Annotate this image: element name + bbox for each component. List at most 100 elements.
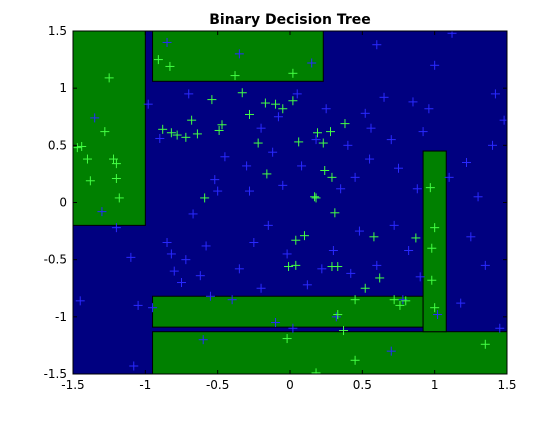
data-point <box>299 231 309 241</box>
data-point <box>415 272 425 282</box>
data-point <box>354 226 364 236</box>
data-point <box>104 73 114 83</box>
data-point <box>256 123 266 133</box>
data-point <box>424 104 434 114</box>
data-point <box>166 128 176 138</box>
data-point <box>114 193 124 203</box>
y-tick-label: -1.5 <box>44 367 67 381</box>
data-point <box>207 95 217 105</box>
decision-region <box>152 30 324 82</box>
x-tick-label: 1 <box>431 378 439 392</box>
data-point <box>408 97 418 107</box>
data-point <box>278 104 288 114</box>
data-point <box>82 154 92 164</box>
data-point <box>386 135 396 145</box>
data-point <box>288 68 298 78</box>
data-point <box>100 127 110 137</box>
data-point <box>162 37 172 47</box>
data-point <box>401 296 411 306</box>
data-point <box>311 135 321 145</box>
data-point <box>292 89 302 99</box>
data-point <box>237 88 247 98</box>
data-point <box>148 303 158 313</box>
y-tick-label: 1 <box>59 81 67 95</box>
data-point <box>372 40 382 50</box>
data-point <box>404 246 414 256</box>
x-tick-label: 1.5 <box>497 378 516 392</box>
data-point <box>317 264 327 274</box>
data-point <box>427 275 437 285</box>
decision-region <box>422 150 447 333</box>
data-point <box>343 140 353 150</box>
data-point <box>227 295 237 305</box>
data-point <box>291 235 301 245</box>
data-point <box>198 335 208 345</box>
x-tick-label: -1 <box>139 378 151 392</box>
data-point <box>166 249 176 259</box>
data-point <box>294 137 304 147</box>
data-point <box>375 273 385 283</box>
data-point <box>499 115 507 125</box>
data-point <box>360 283 370 293</box>
data-point <box>184 89 194 99</box>
data-point <box>111 223 121 233</box>
data-point <box>311 368 321 374</box>
data-point <box>129 361 139 371</box>
data-point <box>372 260 382 270</box>
data-point <box>90 113 100 123</box>
data-point <box>278 180 288 190</box>
data-point <box>253 138 263 148</box>
decision-region <box>72 30 146 226</box>
data-point <box>210 175 220 185</box>
data-point <box>195 271 205 281</box>
data-point <box>302 280 312 290</box>
data-point <box>311 193 321 203</box>
data-point <box>339 326 349 336</box>
data-point <box>307 58 317 68</box>
data-point <box>340 119 350 129</box>
data-point <box>490 89 500 99</box>
data-point <box>244 109 254 119</box>
data-point <box>321 104 331 114</box>
y-tick-label: 0 <box>59 196 67 210</box>
data-point <box>244 186 254 196</box>
chart-title: Binary Decision Tree <box>209 12 371 28</box>
data-point <box>320 165 330 175</box>
data-point <box>284 262 294 272</box>
data-point <box>75 296 85 306</box>
data-point <box>172 130 182 140</box>
data-point <box>394 163 403 173</box>
data-point <box>310 192 320 202</box>
data-point <box>395 300 405 310</box>
data-point <box>444 172 454 182</box>
data-point <box>331 312 341 322</box>
data-point <box>273 112 283 122</box>
axes: -1.5 -1 -0.5 0 0.5 1 1.5 -1.5 -1 -0.5 0 0.5 1 1.5 <box>44 24 517 392</box>
data-points <box>73 31 507 374</box>
y-tick-label: 1.5 <box>48 24 67 38</box>
data-point <box>430 223 440 233</box>
data-point <box>143 99 153 109</box>
data-point <box>488 140 498 150</box>
data-point <box>111 173 121 183</box>
data-point <box>389 295 399 305</box>
data-point <box>379 92 389 102</box>
data-point <box>288 96 298 106</box>
data-point <box>425 183 435 193</box>
data-point <box>333 310 343 320</box>
data-point <box>155 133 165 143</box>
data-point <box>447 31 457 38</box>
data-point <box>495 323 505 333</box>
data-point <box>162 238 172 248</box>
data-point <box>230 71 240 81</box>
data-point <box>350 172 360 182</box>
plot-area <box>72 30 508 375</box>
data-point <box>181 132 191 142</box>
data-point <box>480 260 490 270</box>
data-point <box>312 128 322 138</box>
data-point <box>153 55 163 65</box>
x-tick-label: 0.5 <box>353 378 372 392</box>
data-point <box>288 323 298 333</box>
data-point <box>430 60 440 70</box>
